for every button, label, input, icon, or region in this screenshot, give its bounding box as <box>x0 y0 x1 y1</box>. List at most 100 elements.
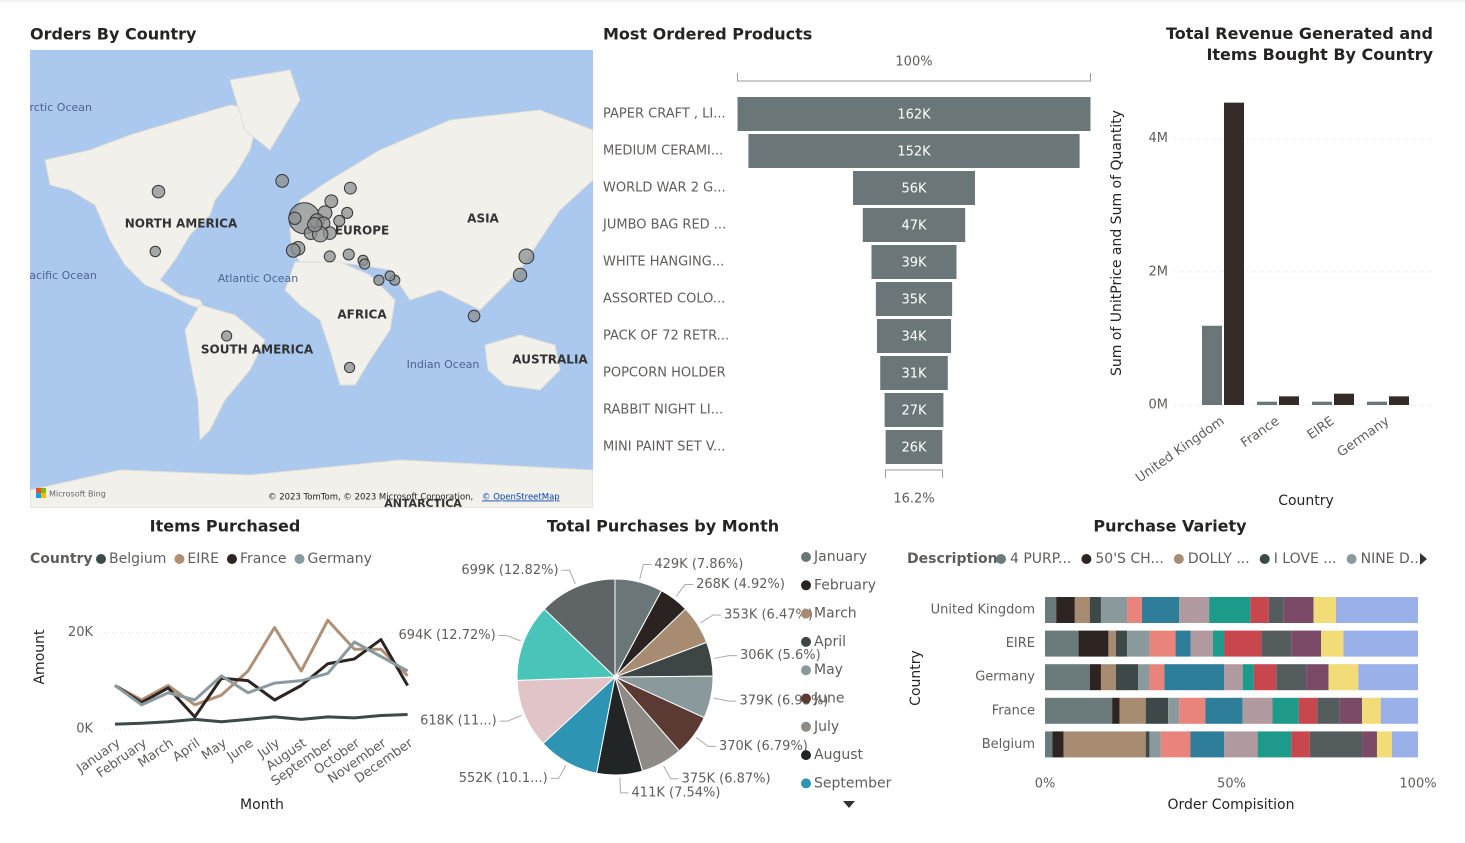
y-axis-label: Country <box>908 650 924 706</box>
map-bubble <box>324 194 339 209</box>
brand-logo <box>36 488 41 493</box>
legend-scroll[interactable] <box>1420 553 1427 565</box>
bar-segment <box>1335 597 1418 623</box>
map-bubble <box>221 330 233 342</box>
bar <box>1202 325 1222 405</box>
category-label: WORLD WAR 2 G... <box>603 181 726 196</box>
map-bubble <box>384 270 396 282</box>
continent-label: AUSTRALIA <box>512 353 588 367</box>
ocean-label: Arctic Ocean <box>22 101 92 114</box>
bar-segment <box>1089 597 1101 623</box>
legend-label: August <box>814 747 864 763</box>
bar-segment <box>1376 731 1392 758</box>
brand-logo <box>36 493 41 498</box>
bar-segment <box>1224 630 1262 657</box>
legend-swatch <box>96 554 106 564</box>
category-label: RABBIT NIGHT LI... <box>603 403 723 418</box>
map-bubble <box>343 181 357 195</box>
bar-segment <box>1253 664 1277 691</box>
continent-label: EUROPE <box>335 224 389 238</box>
bar-segment <box>1212 630 1225 657</box>
stacked-title: Purchase Variety <box>1093 517 1247 536</box>
bar-segment <box>1100 597 1128 623</box>
category-label: MINI PAINT SET V... <box>603 440 725 455</box>
bar-segment <box>1115 630 1128 657</box>
data-label: 411K (7.54%) <box>632 785 721 800</box>
funnel-bar <box>852 171 976 205</box>
map-link[interactable]: © OpenStreetMap <box>482 493 560 503</box>
bar-segment <box>1358 664 1418 691</box>
bar-segment <box>1045 731 1053 758</box>
bar-segment <box>1339 697 1363 724</box>
y-tick-label: Belgium <box>982 737 1035 752</box>
bar-segment <box>1261 630 1292 657</box>
bar-segment <box>1362 731 1377 758</box>
ocean-label: Indian Ocean <box>407 358 480 371</box>
category-label: MEDIUM CERAMI... <box>603 144 723 159</box>
ocean-label: Atlantic Ocean <box>218 272 299 285</box>
y-tick-label: 0K <box>76 722 93 737</box>
bar <box>1367 401 1387 405</box>
bar-segment <box>1190 630 1213 657</box>
legend-scroll[interactable] <box>843 801 855 808</box>
bar-segment <box>1209 597 1251 623</box>
funnel-bar <box>884 393 944 427</box>
data-label: 699K (12.82%) <box>461 563 558 578</box>
bar-segment <box>1242 664 1254 691</box>
data-label: 552K (10.1...) <box>459 771 548 786</box>
bar-segment <box>1276 664 1307 691</box>
map-bubble <box>512 267 528 283</box>
y-axis-label: Amount <box>32 629 48 685</box>
bracket-label: 100% <box>895 55 932 70</box>
bar <box>1334 393 1354 405</box>
x-axis-label: Order Compisition <box>1168 797 1295 813</box>
bar-segment <box>1291 731 1310 758</box>
line-series <box>114 638 409 719</box>
bracket <box>737 73 1091 82</box>
bar-segment <box>1291 630 1322 657</box>
legend-label: DOLLY ... <box>1188 551 1250 567</box>
value-label: 39K <box>901 256 927 271</box>
ocean-label: Pacific Ocean <box>23 269 97 282</box>
leader-line <box>700 614 722 624</box>
bar-segment <box>1205 697 1243 724</box>
bar-segment <box>1250 597 1269 623</box>
leader-line <box>675 584 694 597</box>
map-bubble <box>285 243 301 258</box>
line-series <box>114 713 408 726</box>
y-tick-label: Germany <box>975 670 1035 685</box>
map-bubble <box>341 206 354 219</box>
funnel-title: Most Ordered Products <box>603 25 812 44</box>
category-label: ASSORTED COLO... <box>603 292 725 307</box>
bar <box>1389 396 1409 405</box>
category-label: PAPER CRAFT , LI... <box>603 107 726 122</box>
data-label: 370K (6.79%) <box>719 739 808 754</box>
bar-segment <box>1149 664 1165 691</box>
legend-swatch <box>801 778 811 789</box>
x-axis-label: Month <box>240 797 284 813</box>
legend-label: EIRE <box>187 551 219 567</box>
legend-label: I LOVE ... <box>1274 551 1337 567</box>
x-tick-label: April <box>170 736 203 765</box>
bar-segment <box>1224 664 1243 691</box>
value-label: 152K <box>897 145 931 160</box>
legend-swatch <box>801 552 811 562</box>
bar-segment <box>1045 697 1113 724</box>
y-tick-label: EIRE <box>1006 636 1035 651</box>
bar-segment <box>1179 697 1206 724</box>
bar-segment <box>1175 630 1191 657</box>
y-tick-label: 0M <box>1149 398 1169 413</box>
legend-label: May <box>814 662 843 678</box>
legend-swatch <box>801 750 811 761</box>
map-bottom-label: ANTARCTICA <box>384 497 462 510</box>
legend-swatch <box>1081 554 1092 564</box>
leader-line <box>550 765 567 779</box>
bar-segment <box>1056 597 1075 623</box>
value-label: 35K <box>901 293 927 308</box>
map-bubble <box>333 214 346 227</box>
map-bubble <box>307 217 323 233</box>
bar-segment <box>1313 597 1336 623</box>
funnel-bar <box>748 134 1080 168</box>
